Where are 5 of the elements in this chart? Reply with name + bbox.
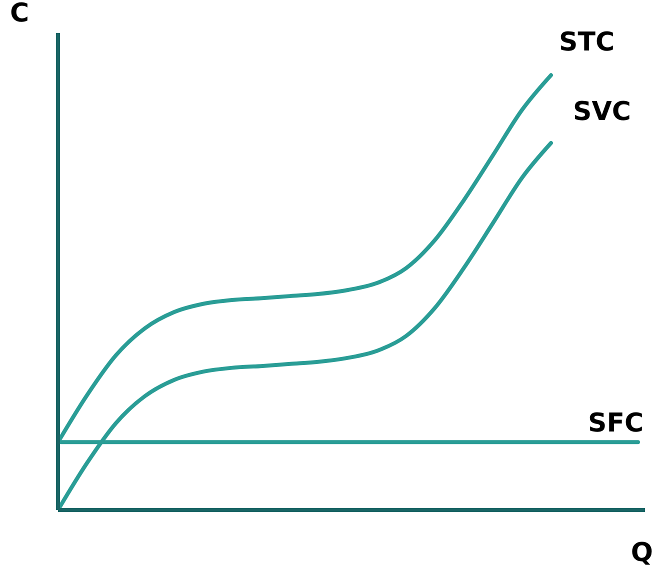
y-axis-title: C bbox=[10, 0, 30, 28]
series-label: SFC bbox=[588, 408, 644, 438]
series-label: STC bbox=[559, 27, 615, 58]
series-label: SVC bbox=[573, 97, 631, 128]
x-axis-title: Q bbox=[630, 538, 653, 567]
